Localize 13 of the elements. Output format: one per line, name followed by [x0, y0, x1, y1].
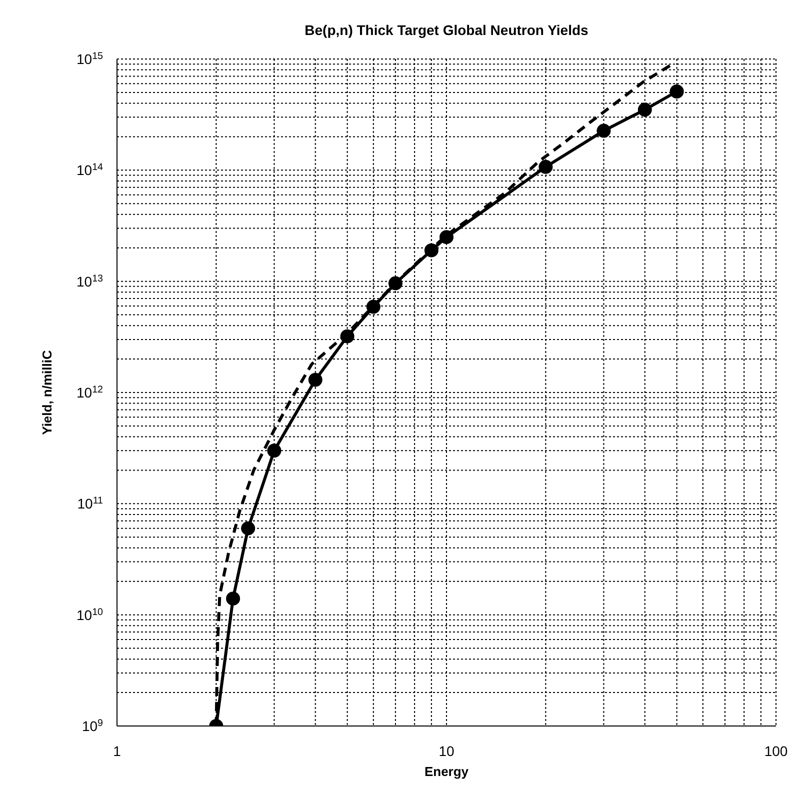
y-axis-title: Yield, n/milliC	[40, 350, 55, 435]
x-tick-label: 10	[438, 742, 454, 759]
x-tick-label: 100	[764, 742, 788, 759]
y-tick-label: 10$^{12}$	[76, 384, 103, 400]
x-axis-title: Energy	[424, 764, 470, 779]
y-tick-label: 10$^{9}$	[82, 718, 103, 734]
x-tick-label: 1	[113, 742, 122, 759]
y-tick-label: 10$^{11}$	[77, 495, 103, 512]
y-tick-label: 10$^{13}$	[76, 272, 104, 290]
y-tick-label: 10$^{10}$	[76, 606, 104, 623]
y-tick-label: 10$^{15}$	[76, 50, 104, 67]
chart-title: Be(p,n) Thick Target Global Neutron Yields	[304, 22, 590, 38]
y-tick-label: 10$^{14}$	[76, 162, 104, 178]
